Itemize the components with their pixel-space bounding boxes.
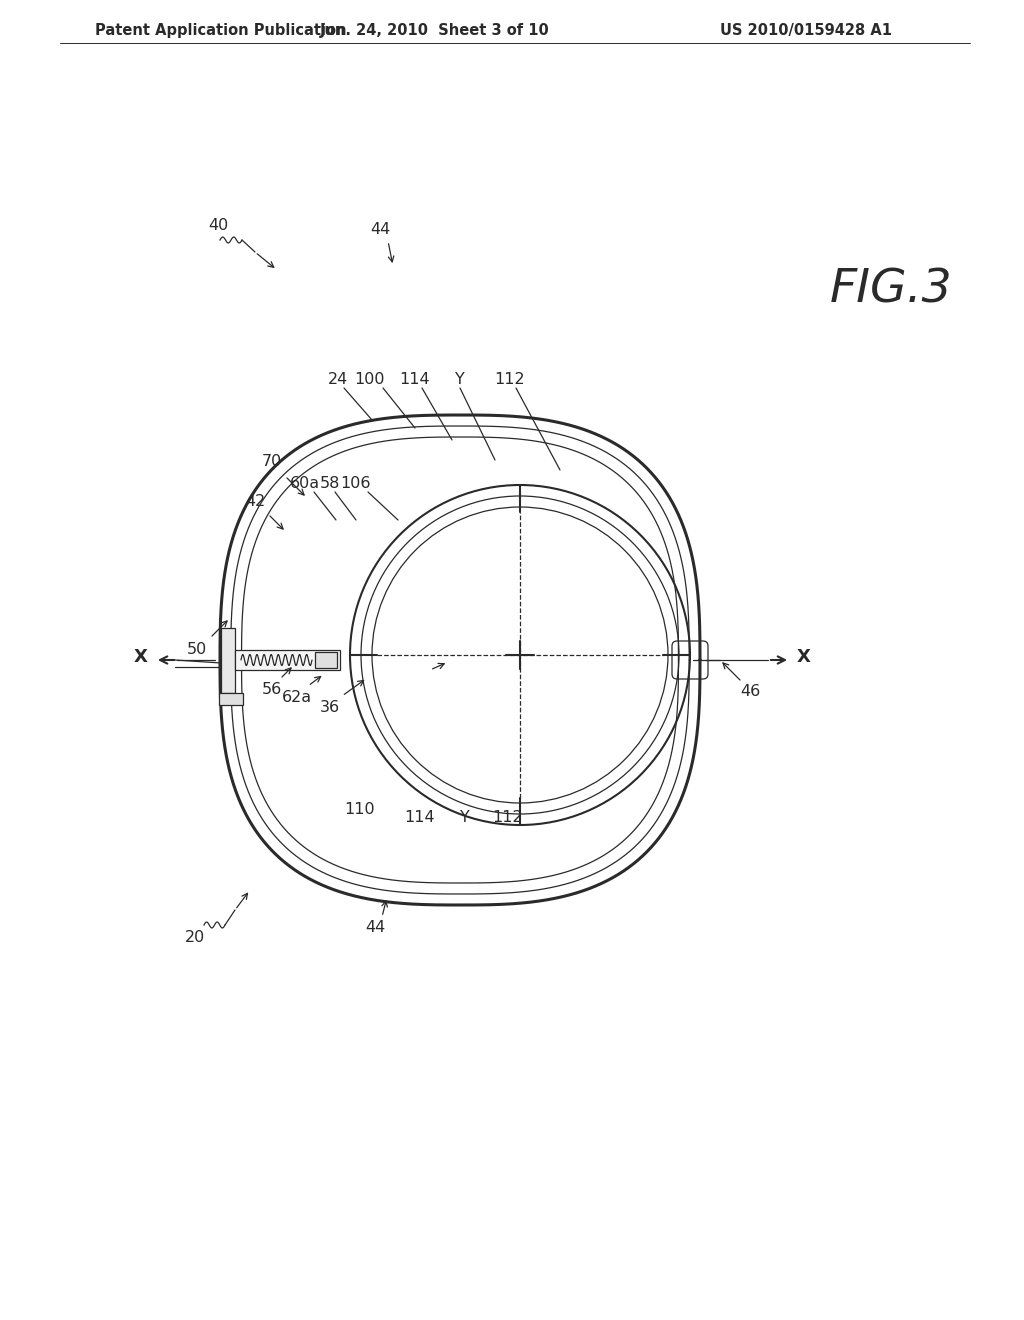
Text: 44: 44 [365, 920, 385, 936]
Text: X: X [134, 648, 147, 667]
Text: 112: 112 [493, 809, 523, 825]
Text: US 2010/0159428 A1: US 2010/0159428 A1 [720, 22, 892, 37]
Text: FIG.3: FIG.3 [830, 268, 952, 313]
Text: 24: 24 [328, 372, 348, 388]
Text: 100: 100 [354, 372, 385, 388]
Text: 60a: 60a [290, 477, 321, 491]
Text: 70: 70 [262, 454, 283, 470]
Text: 46: 46 [740, 685, 760, 700]
Bar [234, 649, 340, 671]
Text: 62a: 62a [282, 690, 312, 705]
Text: Jun. 24, 2010  Sheet 3 of 10: Jun. 24, 2010 Sheet 3 of 10 [321, 22, 550, 37]
Text: Y: Y [455, 372, 465, 388]
Bar [221, 627, 234, 693]
Text: 50: 50 [186, 643, 207, 657]
Text: Y: Y [460, 809, 470, 825]
Text: 110: 110 [345, 803, 376, 817]
Bar [219, 693, 243, 705]
Text: 106: 106 [341, 477, 372, 491]
Text: 44: 44 [370, 223, 390, 238]
Text: 56: 56 [262, 682, 283, 697]
Bar [315, 652, 337, 668]
Text: Patent Application Publication: Patent Application Publication [95, 22, 346, 37]
Text: X: X [797, 648, 811, 667]
Text: 58: 58 [319, 477, 340, 491]
Text: 114: 114 [404, 809, 435, 825]
Text: 114: 114 [399, 372, 430, 388]
Text: 36: 36 [319, 701, 340, 715]
Text: 112: 112 [495, 372, 525, 388]
Text: 20: 20 [185, 931, 205, 945]
Text: 40: 40 [208, 218, 228, 232]
Text: 42: 42 [245, 495, 265, 510]
